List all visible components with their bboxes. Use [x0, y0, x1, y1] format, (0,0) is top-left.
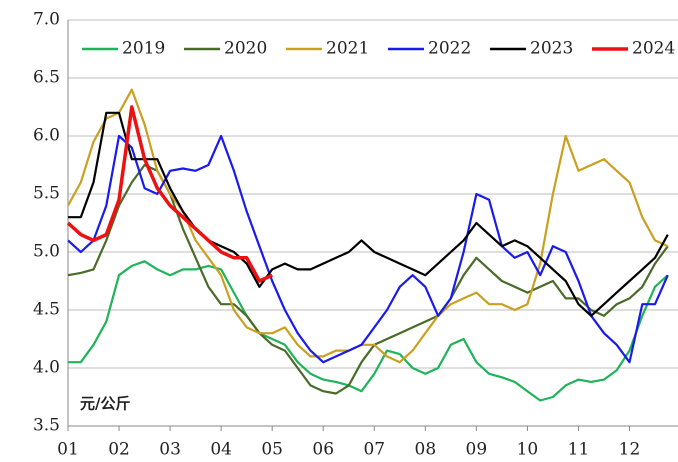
y-tick-label: 4.5 — [33, 300, 60, 320]
y-tick-label: 4.0 — [33, 358, 60, 378]
x-tick-label: 11 — [568, 440, 590, 460]
series-line — [66, 105, 273, 283]
x-tick-label: 08 — [415, 440, 437, 460]
x-tick-label: 10 — [517, 440, 539, 460]
y-tick-label: 5.5 — [33, 184, 60, 204]
legend-label: 2020 — [224, 39, 267, 59]
legend-label: 2019 — [122, 39, 165, 59]
series-line — [67, 134, 669, 364]
y-tick-label: 7.0 — [33, 10, 60, 30]
x-tick-label: 06 — [312, 440, 334, 460]
legend-label: 2023 — [530, 39, 573, 59]
legend-label: 2024 — [632, 39, 675, 59]
x-tick-label: 07 — [363, 440, 385, 460]
x-tick-label: 09 — [466, 440, 488, 460]
y-tick-label: 6.5 — [33, 68, 60, 88]
series-line — [67, 88, 669, 364]
x-tick-label: 04 — [210, 440, 232, 460]
y-tick-label: 5.0 — [33, 242, 60, 262]
series-line — [68, 260, 669, 402]
x-tick-label: 05 — [261, 440, 283, 460]
x-tick-label: 01 — [57, 440, 79, 460]
legend-label: 2021 — [326, 39, 369, 59]
unit-label: 元/公斤 — [80, 395, 130, 413]
x-tick-label: 02 — [108, 440, 130, 460]
series-line — [68, 111, 669, 317]
legend-label: 2022 — [428, 39, 471, 59]
y-tick-label: 6.0 — [33, 126, 60, 146]
y-tick-label: 3.5 — [33, 416, 60, 436]
x-tick-label: 12 — [619, 440, 641, 460]
x-tick-label: 03 — [159, 440, 181, 460]
